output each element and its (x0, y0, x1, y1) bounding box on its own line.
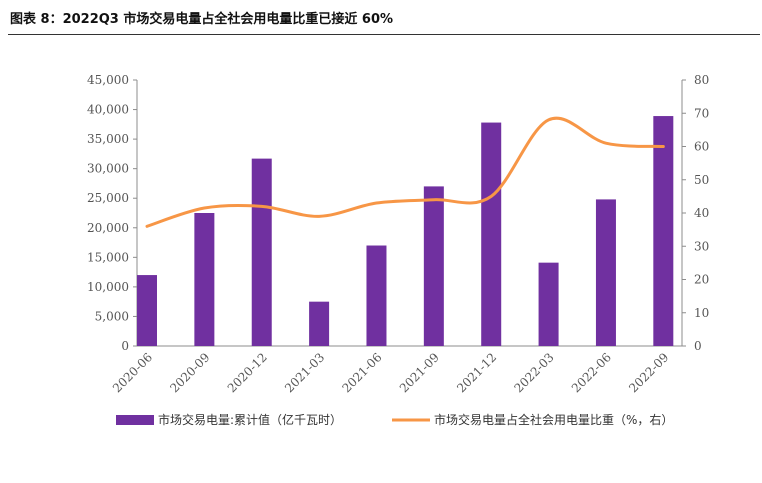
x-category-label: 2021-06 (339, 350, 384, 395)
bar (538, 262, 559, 346)
x-category-label: 2020-12 (225, 350, 270, 395)
share-line (145, 116, 665, 228)
right-tick-label: 10 (694, 306, 709, 320)
x-category-label: 2020-06 (110, 350, 155, 395)
right-tick-label: 40 (694, 206, 709, 220)
right-tick-label: 80 (694, 73, 709, 87)
x-category-label: 2022-03 (512, 350, 557, 395)
chart-axes (133, 79, 686, 347)
left-tick-label: 20,000 (87, 221, 129, 235)
legend: 市场交易电量:累计值（亿千瓦时） 市场交易电量占全社会用电量比重（%，右） (116, 412, 673, 427)
line-series (145, 116, 665, 228)
bar (595, 199, 616, 346)
bar (309, 301, 330, 346)
x-category-label: 2022-06 (569, 350, 614, 395)
bar-series (137, 116, 674, 347)
x-category-label: 2022-09 (626, 350, 671, 395)
x-category-label: 2021-12 (454, 350, 499, 395)
bar (653, 116, 674, 347)
x-category-label: 2021-03 (282, 350, 327, 395)
right-tick-label: 20 (694, 273, 709, 287)
left-tick-label: 10,000 (87, 280, 129, 294)
right-tick-label: 70 (694, 106, 709, 120)
right-tick-label: 0 (694, 339, 702, 353)
left-tick-label: 0 (121, 339, 129, 353)
chart-title: 图表 8：2022Q3 市场交易电量占全社会用电量比重已接近 60% (10, 12, 394, 27)
right-tick-label: 60 (694, 140, 709, 154)
bar (423, 186, 444, 346)
bar (137, 275, 157, 346)
title-divider (8, 34, 760, 35)
left-tick-label: 40,000 (87, 103, 129, 117)
left-tick-label: 25,000 (87, 191, 129, 205)
x-category-label: 2020-09 (167, 350, 212, 395)
legend-bar-label: 市场交易电量:累计值（亿千瓦时） (158, 412, 342, 427)
left-tick-label: 35,000 (87, 132, 129, 146)
left-tick-label: 45,000 (87, 73, 129, 87)
left-tick-label: 30,000 (87, 162, 129, 176)
left-tick-label: 5,000 (95, 309, 129, 323)
bar (481, 122, 502, 346)
bar (194, 213, 215, 346)
right-tick-label: 30 (694, 239, 709, 253)
x-category-label: 2021-09 (397, 350, 442, 395)
right-tick-label: 50 (694, 173, 709, 187)
bar (366, 245, 387, 346)
legend-line-label: 市场交易电量占全社会用电量比重（%，右） (434, 412, 673, 427)
bar (251, 158, 272, 346)
left-tick-label: 15,000 (87, 250, 129, 264)
legend-bar-swatch (116, 415, 154, 425)
